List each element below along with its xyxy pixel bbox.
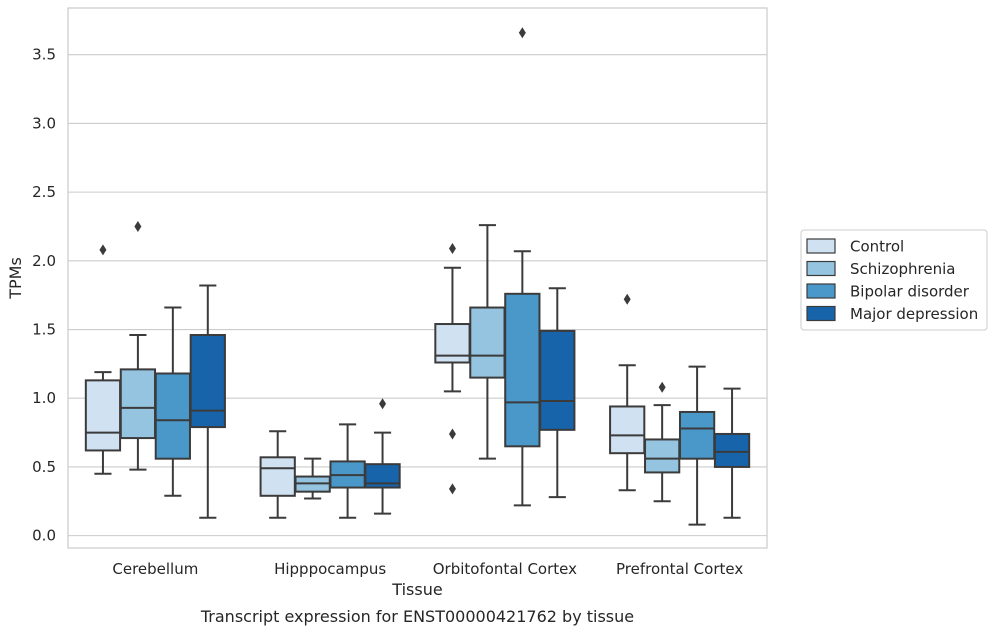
box-iqr xyxy=(609,405,646,455)
legend-label: Bipolar disorder xyxy=(850,283,970,301)
x-tick-label: Cerebellum xyxy=(112,560,198,578)
y-tick-label: 0.5 xyxy=(32,458,56,476)
outlier-point xyxy=(134,220,142,232)
box-1-2 xyxy=(329,423,366,519)
box-iqr xyxy=(189,334,226,429)
x-tick-label: Hipppocampus xyxy=(274,560,386,578)
box-iqr xyxy=(434,323,471,364)
outlier-point xyxy=(448,428,456,440)
box-3-3 xyxy=(713,387,751,519)
outlier-point xyxy=(623,293,631,305)
box-iqr xyxy=(469,306,506,379)
outlier-point xyxy=(518,27,526,39)
box-iqr xyxy=(644,438,681,474)
box-iqr xyxy=(119,368,157,440)
outlier-point xyxy=(99,244,107,256)
box-iqr xyxy=(678,410,716,460)
legend-items: Control Schizophrenia Bipolar disorder Majo… xyxy=(806,238,978,323)
legend-swatch xyxy=(806,260,836,277)
outlier-point xyxy=(448,242,456,254)
box-1-3 xyxy=(364,398,401,515)
x-axis-ticks: Cerebellum Hipppocampus Orbitofontal Corte… xyxy=(112,560,743,578)
box-iqr xyxy=(364,463,401,489)
box-iqr xyxy=(539,329,576,431)
outlier-point xyxy=(658,381,666,393)
y-tick-label: 2.0 xyxy=(32,252,56,270)
box-3-2 xyxy=(678,365,716,526)
y-tick-label: 0.0 xyxy=(32,527,56,545)
legend-swatch xyxy=(806,238,836,254)
legend-label: Schizophrenia xyxy=(850,260,955,278)
y-tick-label: 1.5 xyxy=(32,321,56,339)
legend-frame xyxy=(800,229,988,331)
box-0-2 xyxy=(154,306,191,497)
box-iqr xyxy=(504,292,541,448)
boxes xyxy=(84,27,751,526)
box-3-1 xyxy=(644,381,681,503)
box-iqr xyxy=(154,372,191,460)
outlier-point xyxy=(379,398,387,410)
box-3-0 xyxy=(609,293,646,492)
box-1-0 xyxy=(259,430,296,519)
box-iqr xyxy=(84,379,122,452)
legend[interactable]: Control Schizophrenia Bipolar disorder Majo… xyxy=(800,229,988,331)
box-2-3 xyxy=(539,287,576,499)
legend-label: Major depression xyxy=(850,305,978,323)
outlier-point xyxy=(448,483,456,495)
plot-area-frame xyxy=(67,7,768,549)
x-tick-label: Prefrontal Cortex xyxy=(616,560,743,578)
legend-swatch xyxy=(806,305,836,322)
box-0-1 xyxy=(119,220,157,471)
y-tick-label: 3.5 xyxy=(32,46,56,64)
y-tick-label: 2.5 xyxy=(32,183,56,201)
legend-swatch xyxy=(806,283,836,299)
y-axis-ticks: 0.0 0.5 1.0 1.5 2.0 2.5 3.0 3.5 xyxy=(32,46,56,545)
box-iqr xyxy=(259,456,296,497)
y-tick-label: 1.0 xyxy=(32,389,56,407)
box-0-0 xyxy=(84,244,122,475)
chart-caption: Transcript expression for ENST0000042176… xyxy=(200,607,634,626)
legend-label: Control xyxy=(850,238,904,256)
x-axis-label: Tissue xyxy=(391,580,442,599)
box-0-3 xyxy=(189,284,226,519)
x-tick-label: Orbitofontal Cortex xyxy=(433,560,577,578)
y-axis-label: TPMs xyxy=(6,257,25,300)
y-tick-label: 3.0 xyxy=(32,114,56,132)
box-iqr xyxy=(713,432,751,468)
